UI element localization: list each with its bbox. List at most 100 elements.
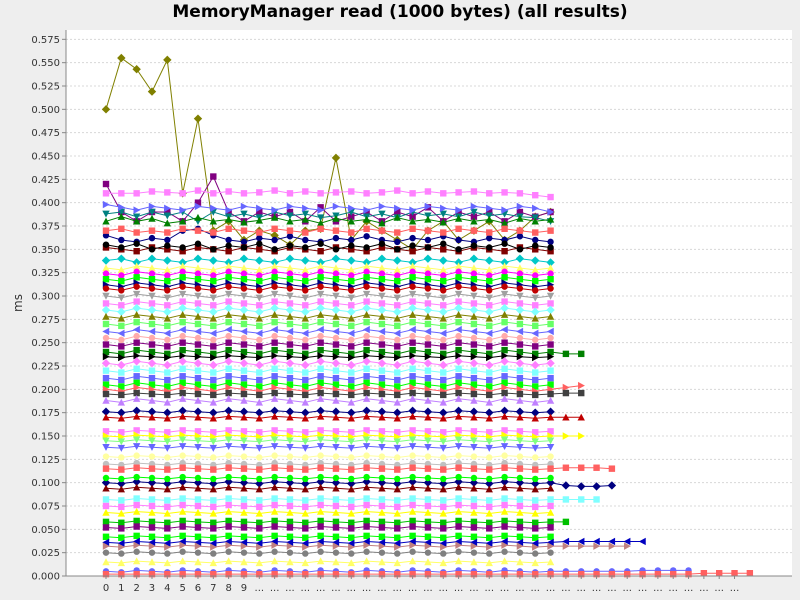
- data-point: [531, 539, 539, 548]
- data-point: [332, 502, 340, 510]
- data-point: [348, 322, 355, 330]
- data-point: [148, 214, 156, 222]
- data-point: [225, 274, 232, 281]
- x-tick-label: ...: [730, 583, 740, 594]
- data-point: [531, 485, 539, 493]
- data-point: [210, 376, 217, 384]
- data-point: [408, 412, 417, 420]
- x-tick-label: ...: [285, 583, 295, 594]
- data-point: [256, 519, 263, 526]
- data-point: [363, 365, 370, 372]
- data-point: [547, 285, 554, 292]
- data-point: [531, 329, 539, 338]
- data-point: [485, 266, 493, 274]
- data-point: [133, 548, 140, 555]
- data-point: [102, 180, 110, 188]
- data-point: [301, 438, 309, 446]
- data-point: [516, 367, 524, 374]
- data-point: [302, 272, 309, 279]
- data-point: [454, 477, 463, 486]
- data-point: [394, 302, 401, 309]
- data-point: [240, 374, 248, 382]
- data-point: [194, 285, 202, 292]
- series-10: [101, 254, 555, 267]
- data-point: [179, 501, 186, 509]
- data-point: [409, 532, 416, 540]
- data-point: [332, 549, 340, 556]
- data-point: [102, 367, 110, 374]
- data-point: [301, 414, 309, 422]
- data-point: [132, 477, 141, 486]
- data-point: [148, 444, 156, 451]
- data-point: [118, 543, 126, 551]
- data-point: [408, 217, 417, 225]
- data-point: [470, 300, 478, 307]
- data-point: [332, 285, 340, 292]
- data-point: [424, 244, 432, 251]
- data-point: [240, 190, 248, 197]
- data-point: [485, 329, 493, 338]
- data-point: [148, 246, 156, 253]
- data-point: [209, 217, 218, 225]
- data-point: [270, 325, 278, 334]
- data-point: [547, 348, 554, 356]
- data-point: [532, 475, 539, 483]
- data-point: [578, 464, 585, 471]
- data-point: [516, 533, 524, 540]
- data-point: [316, 406, 325, 415]
- data-point: [454, 258, 463, 267]
- y-tick-label: 0.550: [31, 58, 60, 69]
- data-point: [286, 390, 294, 398]
- data-point: [331, 478, 341, 487]
- data-point: [194, 538, 202, 547]
- data-point: [470, 533, 478, 540]
- data-point: [532, 466, 539, 473]
- data-point: [148, 538, 156, 547]
- data-point: [516, 214, 524, 222]
- data-point: [394, 350, 401, 358]
- data-point: [486, 244, 493, 251]
- data-point: [148, 558, 156, 566]
- data-point: [102, 453, 110, 460]
- data-point: [455, 548, 462, 555]
- data-point: [148, 312, 156, 320]
- data-point: [470, 465, 478, 472]
- data-point: [500, 357, 509, 366]
- data-point: [179, 452, 186, 459]
- data-point: [286, 542, 294, 550]
- data-point: [179, 346, 186, 354]
- data-point: [286, 208, 294, 216]
- series-19: [102, 310, 555, 322]
- data-point: [455, 501, 462, 509]
- data-point: [164, 350, 171, 358]
- data-point: [363, 339, 370, 346]
- data-point: [532, 272, 539, 279]
- data-point: [486, 466, 493, 473]
- data-point: [501, 189, 508, 196]
- data-point: [332, 292, 340, 300]
- data-point: [470, 270, 478, 277]
- data-point: [148, 453, 156, 460]
- data-point: [317, 274, 324, 281]
- data-point: [469, 407, 479, 416]
- data-point: [440, 246, 447, 253]
- data-point: [439, 509, 447, 517]
- data-point: [118, 322, 125, 330]
- data-point: [132, 537, 140, 546]
- data-point: [516, 396, 524, 404]
- data-point: [394, 376, 401, 384]
- data-point: [102, 558, 110, 566]
- data-point: [562, 518, 570, 526]
- series-line: [105, 486, 551, 490]
- data-point: [501, 318, 508, 326]
- data-point: [302, 497, 309, 504]
- data-point: [624, 542, 631, 550]
- data-point: [225, 532, 232, 540]
- y-tick-label: 0.400: [31, 198, 60, 209]
- data-point: [547, 524, 554, 531]
- data-point: [547, 352, 555, 361]
- x-tick-label: 4: [164, 583, 170, 594]
- data-point: [348, 475, 355, 483]
- x-tick-label: ...: [438, 583, 448, 594]
- data-point: [424, 334, 432, 342]
